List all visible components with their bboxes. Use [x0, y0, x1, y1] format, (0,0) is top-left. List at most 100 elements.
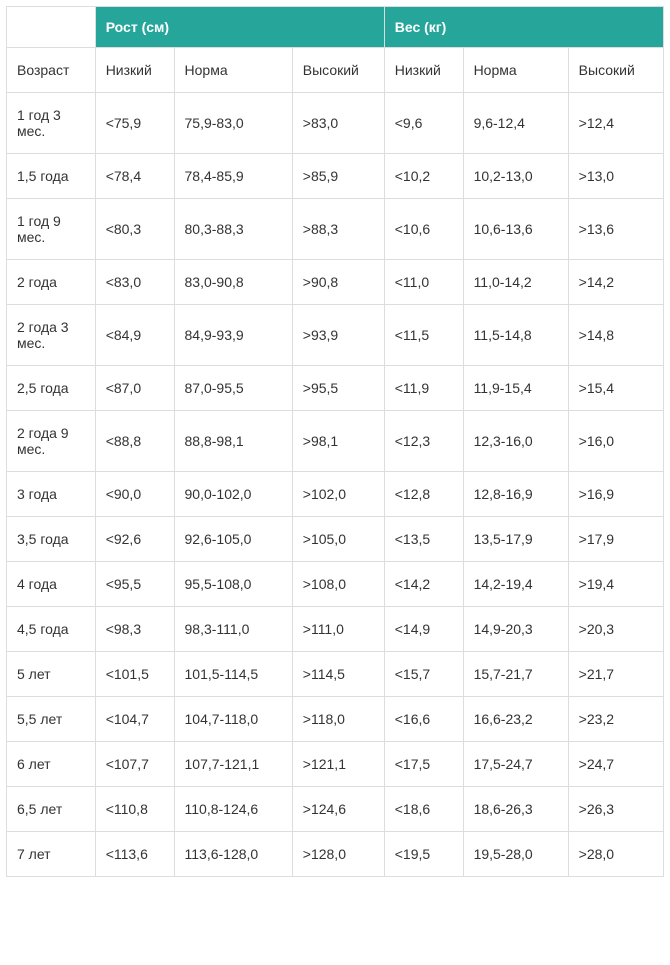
height-high-cell: >121,1 [292, 742, 384, 787]
weight-norm-cell: 17,5-24,7 [463, 742, 568, 787]
height-low-cell: <104,7 [95, 697, 174, 742]
age-cell: 2,5 года [7, 366, 96, 411]
height-norm-cell: 92,6-105,0 [174, 517, 292, 562]
height-high-cell: >88,3 [292, 199, 384, 260]
weight-high-cell: >20,3 [568, 607, 663, 652]
table-row: 5,5 лет<104,7104,7-118,0>118,0<16,616,6-… [7, 697, 664, 742]
weight-norm-cell: 11,0-14,2 [463, 260, 568, 305]
weight-low-cell: <11,5 [384, 305, 463, 366]
age-cell: 7 лет [7, 832, 96, 877]
weight-norm-cell: 19,5-28,0 [463, 832, 568, 877]
height-low-cell: <110,8 [95, 787, 174, 832]
weight-norm-cell: 10,6-13,6 [463, 199, 568, 260]
weight-high-cell: >24,7 [568, 742, 663, 787]
weight-norm-cell: 13,5-17,9 [463, 517, 568, 562]
age-cell: 2 года 3 мес. [7, 305, 96, 366]
weight-high-cell: >12,4 [568, 93, 663, 154]
height-high-cell: >95,5 [292, 366, 384, 411]
height-low-cell: <101,5 [95, 652, 174, 697]
height-norm-cell: 90,0-102,0 [174, 472, 292, 517]
weight-high-cell: >19,4 [568, 562, 663, 607]
height-low-cell: <107,7 [95, 742, 174, 787]
table-row: 1,5 года<78,478,4-85,9>85,9<10,210,2-13,… [7, 154, 664, 199]
age-cell: 5 лет [7, 652, 96, 697]
height-low-cell: <88,8 [95, 411, 174, 472]
height-norm-cell: 95,5-108,0 [174, 562, 292, 607]
table-row: 7 лет<113,6113,6-128,0>128,0<19,519,5-28… [7, 832, 664, 877]
height-norm-cell: 75,9-83,0 [174, 93, 292, 154]
weight-norm-cell: 10,2-13,0 [463, 154, 568, 199]
table-row: 1 год 9 мес.<80,380,3-88,3>88,3<10,610,6… [7, 199, 664, 260]
age-cell: 1 год 9 мес. [7, 199, 96, 260]
height-high-cell: >124,6 [292, 787, 384, 832]
weight-norm-cell: 14,9-20,3 [463, 607, 568, 652]
weight-low-cell: <11,9 [384, 366, 463, 411]
weight-high-cell: >14,2 [568, 260, 663, 305]
table-row: 2 года<83,083,0-90,8>90,8<11,011,0-14,2>… [7, 260, 664, 305]
weight-low-cell: <11,0 [384, 260, 463, 305]
weight-low-cell: <14,9 [384, 607, 463, 652]
weight-low-cell: <17,5 [384, 742, 463, 787]
weight-group-header: Вес (кг) [384, 7, 663, 48]
height-high-cell: >93,9 [292, 305, 384, 366]
height-group-header: Рост (см) [95, 7, 384, 48]
age-cell: 2 года 9 мес. [7, 411, 96, 472]
height-norm-cell: 80,3-88,3 [174, 199, 292, 260]
age-cell: 4 года [7, 562, 96, 607]
weight-low-cell: <15,7 [384, 652, 463, 697]
height-high-cell: >111,0 [292, 607, 384, 652]
weight-high-header: Высокий [568, 48, 663, 93]
height-norm-cell: 84,9-93,9 [174, 305, 292, 366]
height-low-cell: <113,6 [95, 832, 174, 877]
weight-norm-cell: 11,5-14,8 [463, 305, 568, 366]
weight-high-cell: >14,8 [568, 305, 663, 366]
weight-high-cell: >17,9 [568, 517, 663, 562]
weight-low-cell: <13,5 [384, 517, 463, 562]
table-row: 4 года<95,595,5-108,0>108,0<14,214,2-19,… [7, 562, 664, 607]
growth-weight-table: Рост (см) Вес (кг) Возраст Низкий Норма … [6, 6, 664, 877]
age-cell: 1 год 3 мес. [7, 93, 96, 154]
height-high-cell: >102,0 [292, 472, 384, 517]
weight-norm-cell: 14,2-19,4 [463, 562, 568, 607]
height-low-cell: <78,4 [95, 154, 174, 199]
height-low-cell: <92,6 [95, 517, 174, 562]
height-high-cell: >83,0 [292, 93, 384, 154]
table-row: 4,5 года<98,398,3-111,0>111,0<14,914,9-2… [7, 607, 664, 652]
weight-low-cell: <10,2 [384, 154, 463, 199]
age-cell: 2 года [7, 260, 96, 305]
weight-high-cell: >21,7 [568, 652, 663, 697]
table-row: 6 лет<107,7107,7-121,1>121,1<17,517,5-24… [7, 742, 664, 787]
age-cell: 3,5 года [7, 517, 96, 562]
table-row: 2,5 года<87,087,0-95,5>95,5<11,911,9-15,… [7, 366, 664, 411]
age-cell: 5,5 лет [7, 697, 96, 742]
weight-high-cell: >13,6 [568, 199, 663, 260]
age-cell: 4,5 года [7, 607, 96, 652]
weight-norm-cell: 12,8-16,9 [463, 472, 568, 517]
weight-low-cell: <16,6 [384, 697, 463, 742]
table-row: 5 лет<101,5101,5-114,5>114,5<15,715,7-21… [7, 652, 664, 697]
height-norm-cell: 113,6-128,0 [174, 832, 292, 877]
table-row: 6,5 лет<110,8110,8-124,6>124,6<18,618,6-… [7, 787, 664, 832]
height-norm-header: Норма [174, 48, 292, 93]
height-low-cell: <95,5 [95, 562, 174, 607]
weight-low-cell: <18,6 [384, 787, 463, 832]
height-high-cell: >108,0 [292, 562, 384, 607]
height-high-cell: >118,0 [292, 697, 384, 742]
weight-low-cell: <9,6 [384, 93, 463, 154]
weight-norm-cell: 9,6-12,4 [463, 93, 568, 154]
height-norm-cell: 87,0-95,5 [174, 366, 292, 411]
height-norm-cell: 101,5-114,5 [174, 652, 292, 697]
weight-high-cell: >23,2 [568, 697, 663, 742]
table-header: Рост (см) Вес (кг) Возраст Низкий Норма … [7, 7, 664, 93]
table-body: 1 год 3 мес.<75,975,9-83,0>83,0<9,69,6-1… [7, 93, 664, 877]
height-norm-cell: 107,7-121,1 [174, 742, 292, 787]
height-low-cell: <87,0 [95, 366, 174, 411]
height-norm-cell: 83,0-90,8 [174, 260, 292, 305]
weight-norm-header: Норма [463, 48, 568, 93]
age-column-header: Возраст [7, 48, 96, 93]
height-norm-cell: 88,8-98,1 [174, 411, 292, 472]
height-high-cell: >98,1 [292, 411, 384, 472]
age-cell: 6 лет [7, 742, 96, 787]
weight-high-cell: >26,3 [568, 787, 663, 832]
table-row: 3,5 года<92,692,6-105,0>105,0<13,513,5-1… [7, 517, 664, 562]
